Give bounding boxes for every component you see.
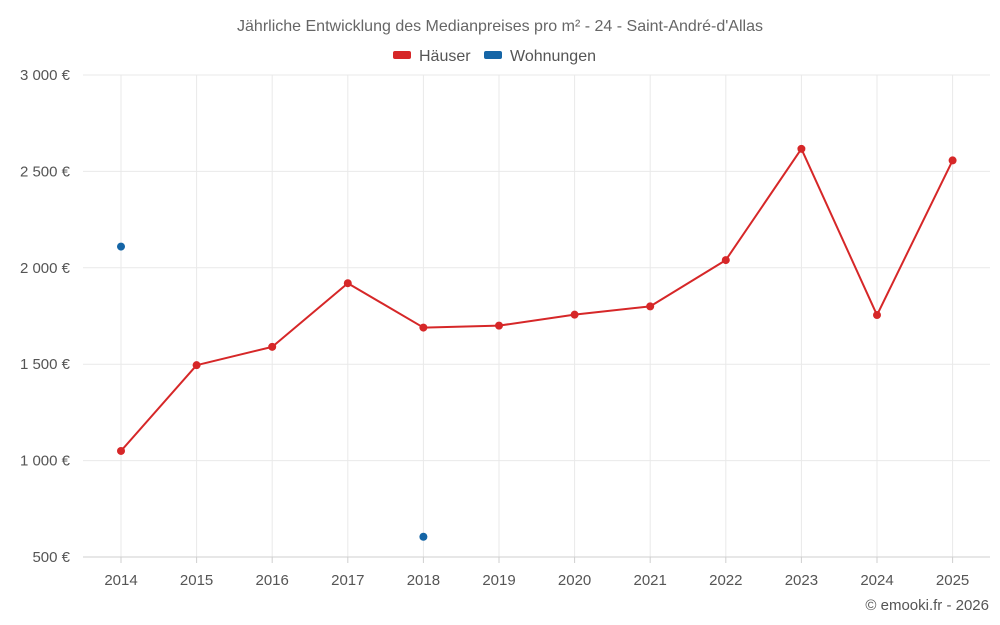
x-tick-label: 2021 (634, 572, 667, 589)
x-tick-label: 2024 (860, 572, 893, 589)
data-point[interactable] (419, 323, 428, 332)
y-tick-label: 2 000 € (20, 260, 71, 277)
x-tick-label: 2014 (104, 572, 137, 589)
data-point[interactable] (268, 342, 277, 351)
x-tick-label: 2020 (558, 572, 591, 589)
legend-label-haeuser: Häuser (419, 48, 471, 65)
data-point[interactable] (721, 256, 730, 265)
axes: 500 € 1 000 € 1 500 € 2 000 € 2 500 € 3 000 €… (20, 67, 990, 589)
legend-item-haeuser[interactable]: Häuser (393, 48, 471, 65)
data-point[interactable] (646, 302, 655, 311)
x-tick-label: 2018 (407, 572, 440, 589)
legend-item-wohnungen[interactable]: Wohnungen (484, 48, 596, 65)
x-tick-label: 2016 (256, 572, 289, 589)
x-tick-label: 2023 (785, 572, 818, 589)
legend-swatch-haeuser (393, 51, 411, 59)
x-tick-label: 2022 (709, 572, 742, 589)
data-point[interactable] (117, 446, 125, 455)
grid (83, 74, 990, 557)
x-tick-label: 2025 (936, 572, 969, 589)
data-point[interactable] (192, 361, 201, 370)
data-point[interactable] (343, 279, 352, 288)
y-tick-label: 500 € (32, 549, 70, 566)
chart-title: Jährliche Entwicklung des Medianpreises … (237, 18, 763, 35)
series-0 (117, 144, 957, 455)
data-point[interactable] (419, 532, 428, 541)
x-tick-label: 2019 (482, 572, 515, 589)
x-tick-label: 2017 (331, 572, 364, 589)
data-point[interactable] (117, 242, 125, 251)
legend-swatch-wohnungen (484, 51, 502, 59)
data-point[interactable] (873, 311, 881, 320)
credit-text: © emooki.fr - 2026 (865, 597, 989, 614)
data-point[interactable] (570, 310, 579, 319)
series-1 (117, 242, 428, 541)
legend[interactable]: Häuser Wohnungen (393, 48, 596, 65)
y-tick-label: 3 000 € (20, 67, 71, 84)
series (117, 144, 957, 541)
y-tick-label: 1 000 € (20, 453, 71, 470)
data-point[interactable] (495, 321, 503, 330)
x-tick-label: 2015 (180, 572, 213, 589)
y-tick-label: 2 500 € (20, 163, 71, 180)
series-line (120, 147, 954, 452)
legend-label-wohnungen: Wohnungen (510, 48, 596, 65)
data-point[interactable] (948, 156, 957, 165)
y-tick-label: 1 500 € (20, 356, 71, 373)
data-point[interactable] (797, 144, 806, 153)
